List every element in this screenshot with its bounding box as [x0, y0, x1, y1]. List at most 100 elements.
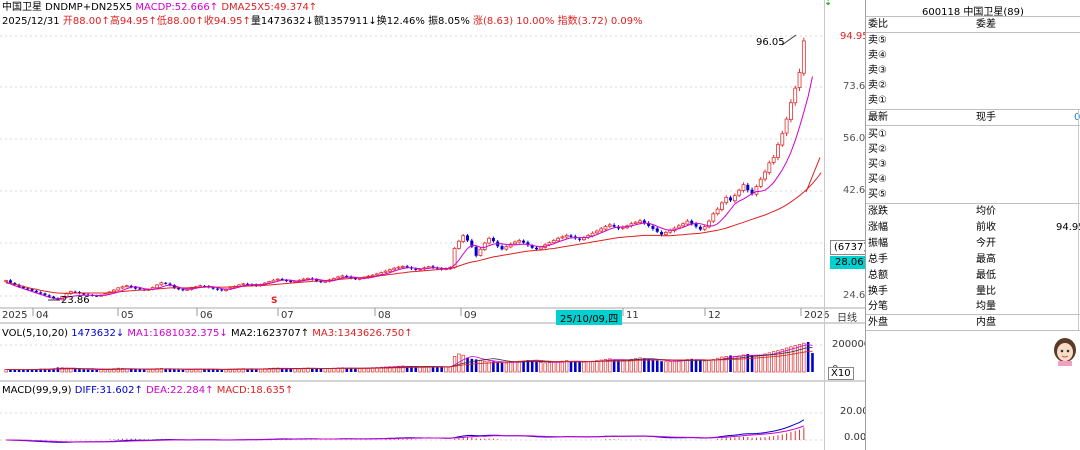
candle-body-down [134, 287, 138, 289]
quote-panel: 600118 中国卫星(89) 委比 委差 卖⑤ 卖④ 卖③ 卖② 卖① 最新 … [866, 0, 1080, 450]
candle-body-down [30, 289, 34, 291]
buy-row-1[interactable]: 买① [866, 127, 1080, 142]
volume-bar-down [647, 359, 650, 372]
x-label-09: 09 [464, 310, 477, 321]
volume-bar-down [470, 358, 474, 372]
volume-bar-down [207, 369, 211, 372]
volume-bar-down [319, 368, 323, 372]
volume-bar-down [30, 369, 34, 372]
chart-area[interactable] [0, 0, 866, 450]
stat-row-7: 分笔 均量 [866, 299, 1080, 314]
sell-row-3[interactable]: 卖③ [866, 63, 1080, 78]
volume-bar-up [487, 361, 491, 373]
volume-bar-up [625, 359, 629, 373]
volume-bar-down [285, 368, 288, 372]
stat-label-zhangdie: 涨跌 [868, 206, 888, 217]
candle-body-down [526, 242, 530, 246]
candle-body-down [47, 295, 51, 297]
candle-body-down [694, 223, 698, 227]
candle-body-up [482, 242, 487, 250]
candle-body-up [267, 281, 272, 284]
buy-row-3[interactable]: 买③ [866, 157, 1080, 172]
volume-bar-up [508, 362, 513, 373]
macd-macd: MACD:18.635↑ [216, 385, 294, 396]
volume-bar-down [578, 361, 581, 372]
candle-body-up [400, 265, 405, 268]
volume-bar-down [612, 359, 616, 372]
volume-bar-down [138, 369, 142, 372]
x-label-12: 12 [708, 310, 721, 321]
stat-label-huanshou: 换手 [868, 286, 888, 297]
change-value: 涨(8.63) 10.00% [473, 16, 555, 27]
volume-bar-up [539, 362, 543, 373]
candle-body-down [168, 283, 172, 286]
volume-bar-down [522, 360, 525, 372]
candle-body-up [370, 274, 375, 277]
sell-2-label: 卖② [868, 80, 887, 91]
sell-3-label: 卖③ [868, 65, 887, 76]
candle-body-up [758, 178, 763, 187]
weicha-label: 委差 [976, 19, 996, 30]
period-label[interactable]: 日线 [837, 313, 857, 324]
stat-label-fenbi: 分笔 [868, 301, 888, 312]
volume-bar-down [164, 368, 167, 372]
macd-axis-zero: 0.00 [844, 432, 867, 443]
volume-bar-up [608, 358, 612, 373]
volume-bar-up [237, 368, 241, 373]
candle-body-down [172, 285, 176, 288]
macdp-value: MACDP:52.666↑ [135, 2, 219, 13]
volume-bar-down [643, 358, 646, 372]
outer-label: 外盘 [868, 317, 888, 328]
stat-label-zuigao: 最高 [976, 254, 996, 265]
candle-body-down [95, 295, 99, 297]
candle-body-down [729, 197, 733, 201]
candle-body-up [663, 232, 668, 236]
volume-bar-up [444, 366, 448, 373]
volume-bar-up [741, 354, 746, 373]
candle-body-down [177, 288, 181, 290]
buy-5-label: 买⑤ [868, 189, 887, 200]
inner-label: 内盘 [976, 317, 996, 328]
candle-body-down [26, 288, 30, 290]
macd-dea: DEA:22.284↑ [146, 385, 214, 396]
buy-row-2[interactable]: 买② [866, 142, 1080, 157]
volume-bar-down [280, 368, 284, 372]
candle-body-up [797, 72, 802, 88]
sell-row-1[interactable]: 卖① [866, 93, 1080, 108]
volume-bar-down [569, 360, 573, 372]
candle-body-down [535, 247, 539, 250]
latest-indicator: 0 [1074, 112, 1080, 123]
candle-body-up [620, 226, 625, 229]
candle-body-up [116, 287, 121, 291]
sell-row-5[interactable]: 卖⑤ [866, 33, 1080, 48]
volume-bar-down [746, 354, 750, 372]
stat-label-zhangfu: 涨幅 [868, 222, 888, 233]
volume-bar-up [590, 360, 595, 373]
candle-body-down [289, 280, 293, 283]
assistant-avatar[interactable] [1052, 336, 1078, 366]
volume-bar-down [660, 361, 663, 372]
sell-row-2[interactable]: 卖② [866, 78, 1080, 93]
sell-4-label: 卖④ [868, 50, 887, 61]
candle-body-down [750, 189, 754, 194]
stat-label-qianshou: 前收 [976, 222, 996, 233]
buy-row-4[interactable]: 买④ [866, 172, 1080, 187]
open-value: 开88.00↑ [62, 16, 110, 27]
volume-bar-up [504, 362, 508, 373]
volume-bar-down [729, 355, 732, 372]
buy-1-label: 买① [868, 129, 887, 140]
volume-bar-up [340, 367, 345, 373]
vol-unit-box[interactable]: X10 [828, 367, 854, 380]
volume-bar-up [780, 349, 784, 373]
scroll-up-icon[interactable]: ⇣ [824, 0, 833, 8]
sell-row-4[interactable]: 卖④ [866, 48, 1080, 63]
candle-body-down [612, 225, 616, 227]
sell-signal-mark: S [271, 296, 278, 306]
buy-2-label: 买② [868, 144, 887, 155]
candle-body-up [633, 221, 638, 224]
buy-row-5[interactable]: 买⑤ [866, 187, 1080, 202]
price-label-4: 42.60 [843, 185, 872, 196]
volume-bar-up [560, 360, 565, 373]
volume-bar-down [315, 368, 318, 372]
volume-bar-up [586, 361, 590, 373]
